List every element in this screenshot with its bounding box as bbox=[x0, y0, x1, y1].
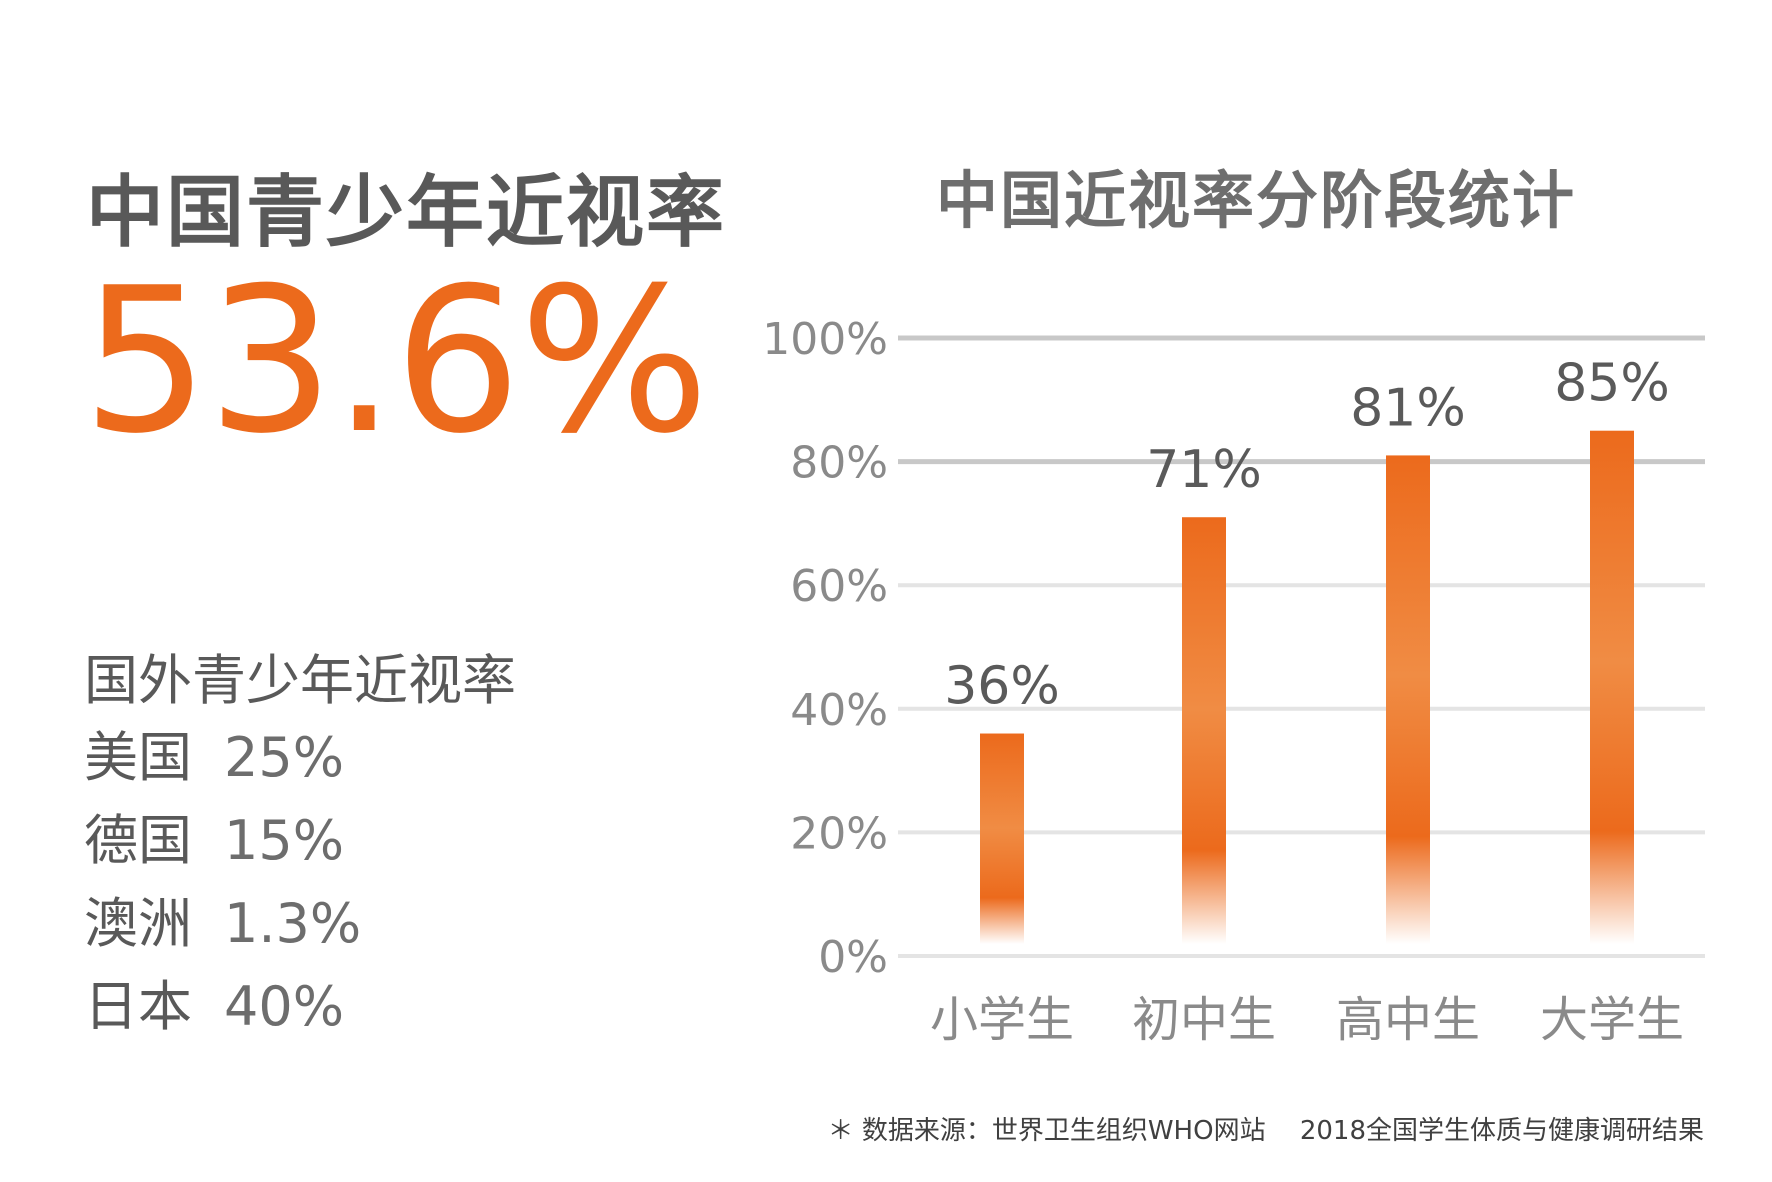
x-tick-label: 大学生 bbox=[1540, 992, 1684, 1048]
country-value: 15% bbox=[224, 809, 345, 872]
bar-初中生 bbox=[1182, 517, 1226, 944]
data-label: 85% bbox=[1554, 354, 1670, 414]
y-tick-label: 20% bbox=[790, 808, 888, 859]
data-label: 36% bbox=[944, 657, 1060, 717]
country-name: 日本 bbox=[84, 975, 192, 1038]
bar-小学生 bbox=[980, 733, 1024, 944]
main-title: 中国青少年近视率 bbox=[86, 168, 727, 258]
country-value: 40% bbox=[224, 975, 345, 1038]
country-name: 德国 bbox=[84, 809, 192, 872]
country-value: 1.3% bbox=[224, 892, 362, 955]
intl-title: 国外青少年近视率 bbox=[84, 649, 516, 712]
intl-list: 美国 25% 德国 15% 澳洲 1.3% 日本 40% bbox=[84, 716, 361, 1048]
y-tick-label: 80% bbox=[790, 438, 888, 489]
y-tick-label: 0% bbox=[818, 932, 888, 983]
chart-title: 中国近视率分阶段统计 bbox=[936, 164, 1577, 237]
x-tick-label: 初中生 bbox=[1132, 992, 1276, 1048]
data-label: 81% bbox=[1350, 378, 1466, 438]
intl-item: 澳洲 1.3% bbox=[84, 882, 361, 965]
intl-item: 德国 15% bbox=[84, 799, 361, 882]
source-note: ＊ 数据来源：世界卫生组织WHO网站 2018全国学生体质与健康调研结果 bbox=[827, 1116, 1704, 1146]
country-name: 美国 bbox=[84, 726, 192, 789]
bar-大学生 bbox=[1590, 430, 1634, 944]
data-label: 71% bbox=[1146, 440, 1262, 500]
x-tick-label: 小学生 bbox=[930, 992, 1074, 1048]
y-tick-label: 40% bbox=[790, 685, 888, 736]
intl-item: 美国 25% bbox=[84, 716, 361, 799]
intl-item: 日本 40% bbox=[84, 965, 361, 1048]
main-rate: 53.6% bbox=[82, 245, 709, 478]
country-name: 澳洲 bbox=[84, 892, 192, 955]
x-tick-label: 高中生 bbox=[1336, 992, 1480, 1048]
country-value: 25% bbox=[224, 726, 345, 789]
bar-高中生 bbox=[1386, 455, 1430, 944]
y-tick-label: 100% bbox=[762, 314, 888, 365]
y-tick-label: 60% bbox=[790, 561, 888, 612]
